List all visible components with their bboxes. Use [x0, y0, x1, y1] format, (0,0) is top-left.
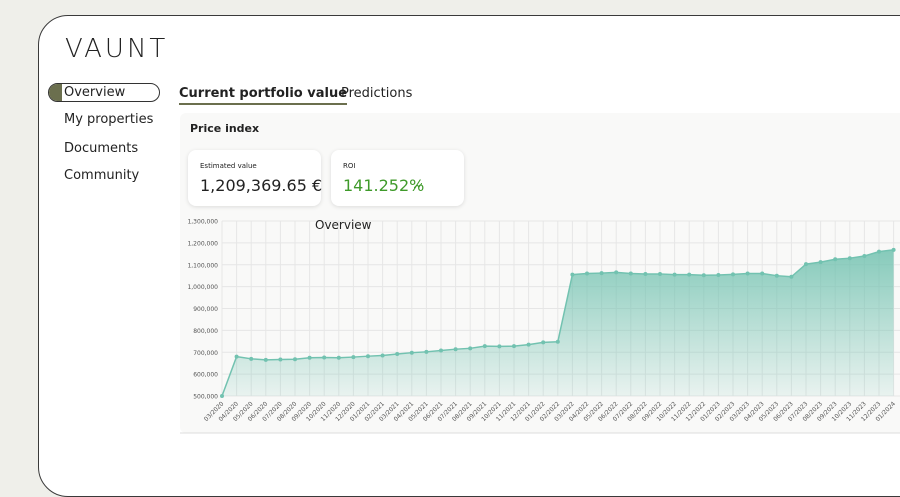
y-tick-label: 1,300,000 [187, 219, 218, 226]
point [628, 271, 633, 276]
point [614, 270, 619, 275]
point [278, 357, 283, 362]
point [482, 344, 487, 349]
y-tick-label: 800,000 [193, 328, 218, 335]
kpi-card: Estimated value 1,209,369.65 € [188, 150, 323, 206]
point [512, 344, 516, 349]
point [818, 260, 823, 265]
point [760, 271, 765, 276]
chart-title: Overview [315, 218, 372, 232]
point [745, 271, 750, 276]
nav-label[interactable]: My properties [64, 112, 154, 127]
page: {"logo":"VAUNT", "sidebar":{"items":["Ov… [38, 15, 900, 497]
point [468, 346, 473, 351]
point [570, 272, 575, 277]
point [555, 339, 560, 344]
point [380, 353, 385, 358]
kpi-value: 141.252% [343, 176, 425, 195]
point [351, 355, 356, 360]
point [804, 262, 808, 267]
tab[interactable]: Predictions [341, 86, 413, 101]
y-tick-label: 1,000,000 [187, 284, 218, 291]
point [599, 271, 604, 276]
point [701, 273, 706, 278]
point [833, 257, 838, 262]
point [541, 340, 546, 345]
nav-label[interactable]: Overview [64, 85, 126, 100]
point [453, 347, 458, 352]
point [672, 272, 677, 277]
point [220, 394, 224, 398]
kpi-card: ROI 141.252% [331, 150, 464, 206]
point [293, 357, 297, 362]
point [366, 354, 370, 359]
point [234, 354, 239, 359]
point [687, 272, 692, 277]
point [658, 271, 662, 276]
point [731, 272, 735, 277]
point [409, 350, 414, 355]
point [526, 342, 531, 347]
trend-icon [414, 183, 422, 189]
point [789, 274, 794, 279]
point [862, 254, 867, 258]
point [847, 256, 852, 261]
logo: VAUNT [65, 34, 169, 64]
kpi-label: Estimated value [200, 162, 257, 170]
tab[interactable]: Current portfolio value [179, 86, 348, 105]
point [891, 247, 896, 252]
point [263, 357, 268, 362]
panel-title: Price index [190, 122, 260, 135]
point [424, 349, 429, 354]
y-tick-label: 1,100,000 [187, 262, 218, 269]
nav-label[interactable]: Community [64, 168, 140, 183]
y-tick-label: 600,000 [193, 372, 218, 379]
area [222, 249, 894, 396]
point [643, 271, 648, 276]
point [336, 355, 341, 360]
nav-item[interactable]: Overview [48, 83, 160, 102]
kpi-label: ROI [343, 162, 356, 170]
point [774, 273, 779, 278]
y-tick-label: 500,000 [193, 394, 218, 401]
point [497, 344, 502, 349]
point [716, 273, 721, 278]
kpi-value: 1,209,369.65 € [200, 176, 323, 195]
point [877, 249, 881, 254]
y-tick-label: 900,000 [193, 306, 218, 313]
point [322, 355, 327, 360]
active-marker [49, 84, 62, 101]
y-tick-label: 1,200,000 [187, 240, 218, 247]
point [439, 348, 443, 353]
point [249, 356, 254, 361]
y-tick-label: 700,000 [193, 350, 218, 357]
point [585, 271, 589, 276]
chart: Overview 500,000 600,000 700,000 800,000 900… [180, 218, 900, 434]
point [307, 355, 312, 360]
nav-label[interactable]: Documents [64, 141, 139, 156]
point [395, 352, 400, 356]
